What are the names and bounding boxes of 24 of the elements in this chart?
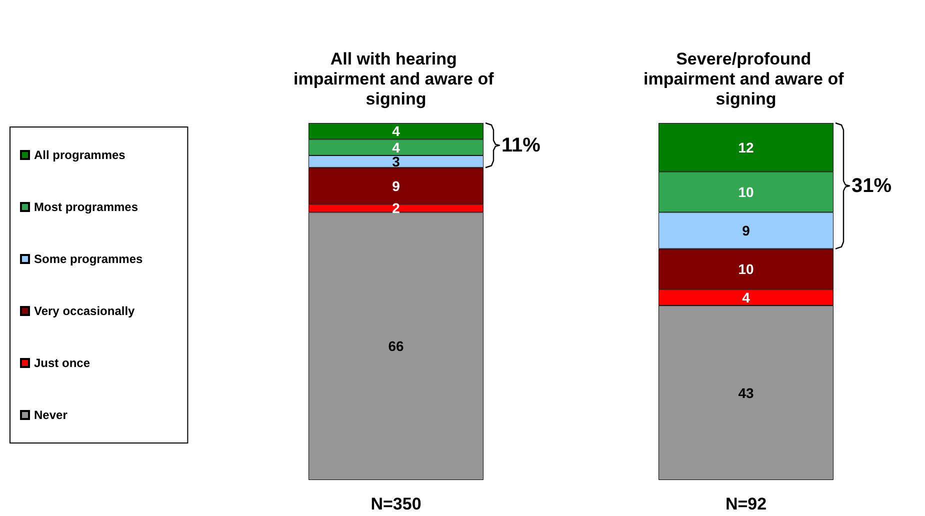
data-label: 12	[738, 139, 754, 156]
data-label: 10	[738, 184, 754, 200]
data-label: 4	[392, 123, 400, 140]
data-label: 3	[392, 154, 400, 170]
data-label: 4	[392, 139, 400, 156]
legend-label: Very occasionally	[34, 304, 136, 318]
legend-label: All programmes	[34, 148, 126, 162]
annotation: 31%	[852, 174, 892, 197]
data-label: 9	[742, 222, 750, 239]
legend-label: Most programmes	[34, 200, 138, 214]
text: N=92	[725, 494, 767, 514]
legend-label: Some programmes	[34, 252, 144, 266]
data-label: 10	[738, 261, 754, 278]
data-label: 43	[738, 384, 754, 401]
data-label: 2	[392, 200, 400, 216]
text: N=350	[370, 494, 422, 514]
x-tick-label: All with hearing impairment and aware of signing	[294, 50, 498, 108]
legend-label: Just once	[34, 356, 90, 370]
data-label: 4	[742, 289, 750, 306]
x-tick-label: Severe/profound impairment and aware of signing	[644, 50, 848, 108]
data-label: 9	[392, 178, 400, 194]
data-label: 66	[388, 338, 404, 354]
annotation: 11%	[502, 134, 541, 156]
legend-label: Never	[34, 408, 68, 422]
